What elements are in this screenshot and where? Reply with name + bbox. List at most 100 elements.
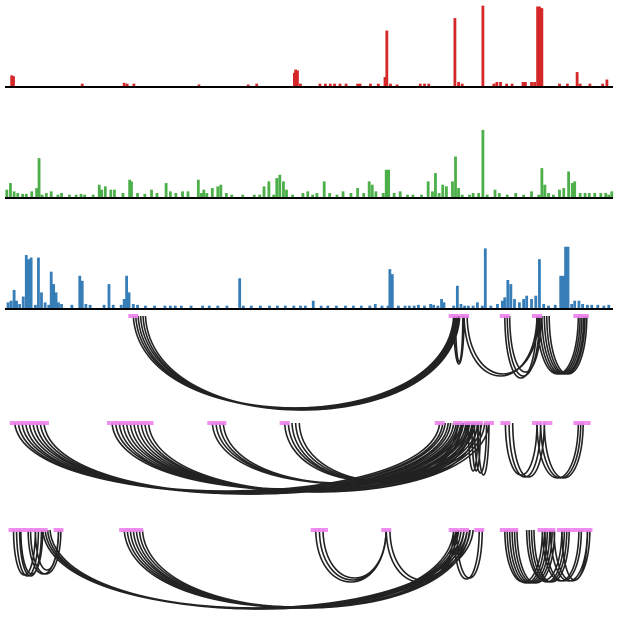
bar	[540, 168, 544, 198]
bar	[241, 305, 245, 309]
anchor-marker	[279, 421, 290, 425]
anchor-marker	[107, 421, 118, 425]
bar	[457, 82, 460, 87]
anchor-marker	[8, 528, 19, 532]
bar	[381, 193, 385, 198]
anchor-marker	[317, 528, 328, 532]
bar	[567, 171, 571, 198]
bar	[547, 305, 550, 309]
bar	[299, 305, 302, 309]
bar	[125, 83, 129, 87]
bar	[395, 84, 399, 87]
bar	[100, 189, 104, 198]
bar	[538, 259, 541, 309]
bar	[282, 181, 285, 198]
bar	[334, 305, 338, 309]
bar	[500, 300, 504, 309]
bar	[210, 188, 214, 198]
arc-link	[129, 529, 460, 608]
bar	[573, 181, 577, 198]
arc-link	[463, 315, 538, 377]
bar	[453, 18, 457, 87]
bar	[35, 188, 39, 198]
bar	[344, 305, 347, 309]
bar	[602, 305, 606, 309]
arc-link	[506, 315, 541, 377]
arc-link	[298, 422, 479, 483]
bar	[52, 284, 56, 309]
bar	[21, 193, 25, 198]
anchor-marker	[448, 528, 459, 532]
bar	[476, 302, 479, 309]
bar	[181, 191, 184, 198]
bar	[513, 299, 516, 309]
arc-link	[561, 529, 589, 581]
bar	[44, 193, 48, 198]
arc-link	[142, 315, 460, 411]
bar	[74, 194, 78, 198]
bar	[455, 285, 459, 309]
bar	[131, 304, 135, 309]
bar	[224, 193, 228, 198]
anchor-marker	[537, 528, 548, 532]
bar	[452, 305, 456, 309]
arc-link	[473, 422, 488, 474]
anchor-marker	[483, 421, 494, 425]
bar	[324, 83, 327, 87]
bar	[601, 83, 605, 87]
bar	[303, 305, 307, 309]
bar	[577, 300, 581, 309]
bar	[587, 193, 591, 198]
bar	[596, 304, 600, 309]
arc-link	[477, 422, 490, 476]
bar	[578, 83, 582, 87]
bar	[492, 83, 496, 87]
arc-link	[466, 315, 540, 375]
anchor-marker	[37, 528, 48, 532]
bar	[506, 279, 510, 309]
bar	[586, 304, 589, 309]
bar	[155, 193, 159, 198]
bar	[417, 304, 420, 309]
arc-link	[544, 529, 583, 582]
bar	[497, 193, 501, 198]
bar	[168, 191, 172, 198]
bar	[136, 193, 139, 198]
bar	[252, 194, 256, 198]
arc-panel-middle	[9, 421, 591, 495]
bar	[534, 295, 538, 309]
bar	[275, 305, 279, 309]
bar	[368, 305, 372, 309]
bar	[278, 174, 282, 198]
bar	[566, 83, 569, 87]
anchor-marker	[508, 528, 519, 532]
anchor-marker	[434, 421, 445, 425]
bar	[427, 83, 431, 87]
bar	[403, 305, 407, 309]
bar	[530, 82, 533, 87]
arc-link	[21, 422, 446, 493]
anchor-marker	[31, 421, 42, 425]
bar	[426, 181, 430, 198]
arc-link	[471, 422, 482, 472]
bar	[201, 305, 204, 309]
bar	[460, 83, 464, 87]
bar	[509, 284, 513, 309]
bar	[537, 194, 541, 198]
bar	[505, 83, 508, 87]
bar	[328, 193, 332, 198]
bar	[40, 292, 43, 309]
arc-link	[132, 315, 455, 409]
bar	[362, 193, 366, 198]
bar	[605, 79, 609, 87]
anchor-marker	[121, 421, 132, 425]
bar	[205, 193, 209, 198]
bar	[406, 194, 409, 198]
bar	[356, 83, 360, 87]
bar	[197, 84, 201, 87]
anchor-marker	[580, 421, 591, 425]
anchor-marker	[573, 314, 584, 318]
bar	[150, 189, 153, 198]
bar	[514, 193, 518, 198]
